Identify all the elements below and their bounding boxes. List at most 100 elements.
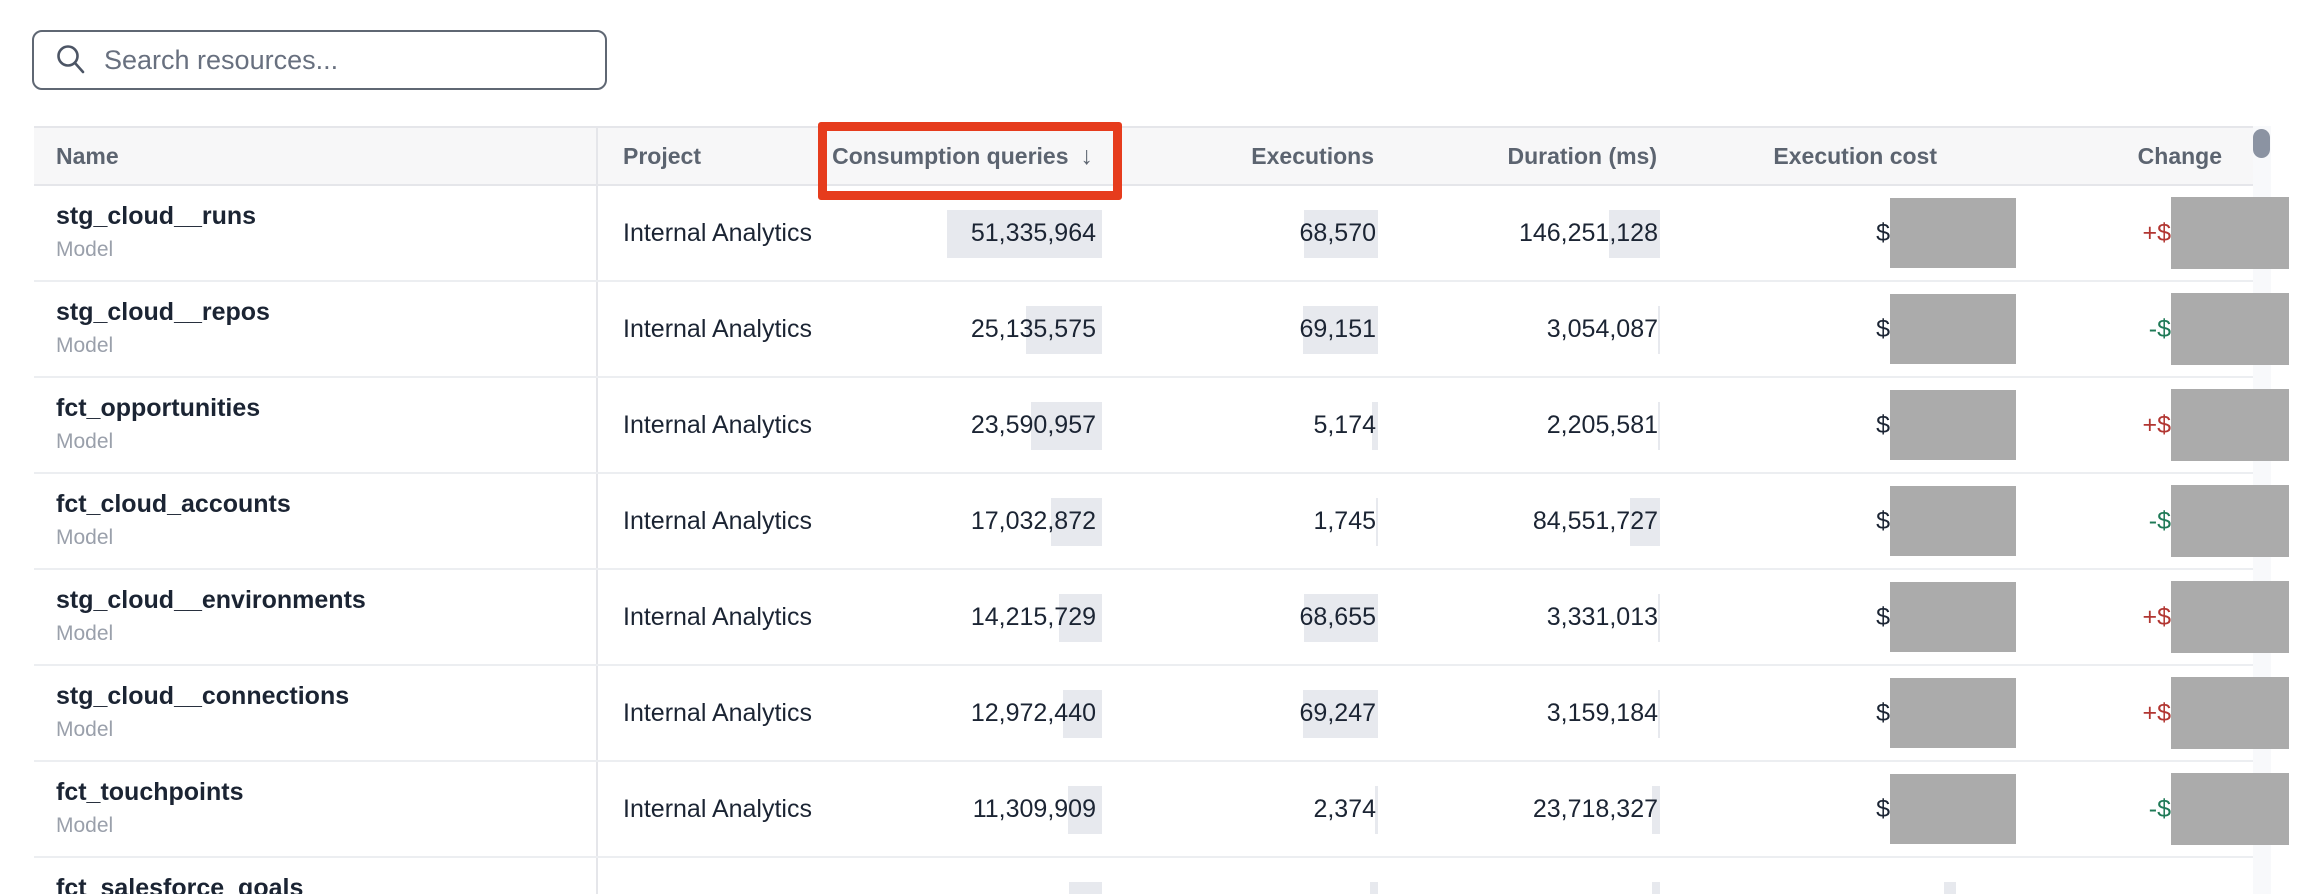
column-header-duration[interactable]: Duration (ms)	[1507, 142, 1658, 169]
resource-type: Model	[56, 238, 114, 261]
duration-cell: 23,718,327	[1378, 762, 1660, 856]
project-cell: Internal Analytics	[623, 506, 812, 535]
value-bar	[1372, 402, 1378, 450]
value-bar	[1304, 594, 1378, 642]
execution-cost-cell: $	[1660, 666, 2020, 760]
value-bar	[1658, 594, 1660, 642]
value-bar	[1658, 306, 1660, 354]
consumption-cell: 12,972,440	[830, 666, 1120, 760]
resource-name-cell[interactable]: stg_cloud__repos Model	[34, 282, 598, 376]
sort-descending-icon: ↓	[1080, 141, 1094, 170]
redacted-value-box	[2171, 197, 2289, 269]
project-cell: Internal Analytics	[623, 794, 812, 823]
consumption-cell: 14,215,729	[830, 570, 1120, 664]
resource-type: Model	[56, 526, 114, 549]
duration-cell: 2,205,581	[1378, 378, 1660, 472]
duration-cell: 3,054,087	[1378, 282, 1660, 376]
change-cell: -$	[2020, 762, 2289, 856]
resource-type: Model	[56, 622, 114, 645]
value-bar	[1051, 498, 1102, 546]
column-header-executions[interactable]: Executions	[1251, 142, 1374, 169]
value-bar	[1652, 786, 1660, 834]
redacted-value-box	[1890, 678, 2016, 748]
resource-name: fct_opportunities	[56, 394, 261, 422]
resource-name-cell[interactable]: fct_opportunities Model	[34, 378, 598, 472]
table-row[interactable]: fct_salesforce_goals	[34, 858, 2253, 894]
resource-name-cell[interactable]: fct_cloud_accounts Model	[34, 474, 598, 568]
value-bar	[1304, 210, 1378, 258]
search-box[interactable]	[32, 30, 607, 90]
search-input[interactable]	[104, 44, 595, 76]
value-bar	[1059, 594, 1102, 642]
project-cell: Internal Analytics	[623, 602, 812, 631]
resource-name: fct_salesforce_goals	[56, 874, 304, 894]
project-cell: Internal Analytics	[623, 410, 812, 439]
change-cell: -$	[2020, 282, 2289, 376]
redacted-value-box	[2171, 293, 2289, 365]
table-row[interactable]: stg_cloud__runs Model Internal Analytics…	[34, 186, 2289, 282]
resource-name-cell[interactable]: stg_cloud__environments Model	[34, 570, 598, 664]
project-cell: Internal Analytics	[623, 218, 812, 247]
resource-name-cell[interactable]: fct_salesforce_goals	[34, 858, 598, 894]
execution-cost-cell	[1660, 858, 2020, 894]
value-bar	[1658, 402, 1660, 450]
table-row[interactable]: stg_cloud__connections Model Internal An…	[34, 666, 2289, 762]
resources-table: Name Project Consumption queries ↓ Execu…	[34, 126, 2289, 894]
table-row[interactable]: fct_cloud_accounts Model Internal Analyt…	[34, 474, 2289, 570]
project-cell: Internal Analytics	[623, 698, 812, 727]
consumption-cell: 17,032,872	[830, 474, 1120, 568]
duration-cell	[1378, 858, 1660, 894]
execution-cost-cell: $	[1660, 186, 2020, 280]
redacted-value-box	[1890, 294, 2016, 364]
value-bar	[1303, 690, 1378, 738]
resource-name: stg_cloud__connections	[56, 682, 350, 710]
resource-name-cell[interactable]: stg_cloud__runs Model	[34, 186, 598, 280]
change-cell	[2020, 858, 2253, 894]
redacted-value-box	[2171, 485, 2289, 557]
value-bar	[1063, 690, 1102, 738]
execution-cost-cell: $	[1660, 282, 2020, 376]
consumption-cell: 11,309,909	[830, 762, 1120, 856]
column-header-change[interactable]: Change	[2137, 142, 2222, 169]
value-bar	[1068, 786, 1102, 834]
value-bar	[1069, 882, 1102, 894]
value-bar	[1944, 882, 1956, 894]
project-cell	[598, 858, 830, 894]
column-header-project[interactable]: Project	[623, 142, 701, 169]
execution-cost-cell: $	[1660, 474, 2020, 568]
column-header-consumption-queries[interactable]: Consumption queries ↓	[830, 128, 1120, 184]
execution-cost-cell: $	[1660, 378, 2020, 472]
change-cell: -$	[2020, 474, 2289, 568]
redacted-value-box	[2171, 581, 2289, 653]
column-header-name[interactable]: Name	[34, 128, 598, 184]
value-bar	[1031, 402, 1102, 450]
resource-type: Model	[56, 334, 114, 357]
table-row[interactable]: stg_cloud__repos Model Internal Analytic…	[34, 282, 2289, 378]
value-bar	[1658, 690, 1660, 738]
value-bar	[1375, 786, 1378, 834]
change-cell: +$	[2020, 666, 2289, 760]
value-bar	[1630, 498, 1660, 546]
executions-cell: 69,247	[1120, 666, 1378, 760]
column-header-consumption-label: Consumption queries	[832, 142, 1069, 169]
resource-name: stg_cloud__repos	[56, 298, 270, 326]
resource-type: Model	[56, 718, 114, 741]
execution-cost-cell: $	[1660, 570, 2020, 664]
search-icon	[57, 45, 85, 74]
redacted-value-box	[1890, 390, 2016, 460]
change-cell: +$	[2020, 378, 2289, 472]
table-row[interactable]: stg_cloud__environments Model Internal A…	[34, 570, 2289, 666]
column-header-execution-cost[interactable]: Execution cost	[1773, 142, 1937, 169]
executions-cell: 69,151	[1120, 282, 1378, 376]
execution-cost-cell: $	[1660, 762, 2020, 856]
redacted-value-box	[1890, 198, 2016, 268]
project-cell: Internal Analytics	[623, 314, 812, 343]
change-cell: +$	[2020, 570, 2289, 664]
resource-name-cell[interactable]: fct_touchpoints Model	[34, 762, 598, 856]
redacted-value-box	[2171, 389, 2289, 461]
resource-name-cell[interactable]: stg_cloud__connections Model	[34, 666, 598, 760]
table-row[interactable]: fct_opportunities Model Internal Analyti…	[34, 378, 2289, 474]
redacted-value-box	[2171, 773, 2289, 845]
table-row[interactable]: fct_touchpoints Model Internal Analytics…	[34, 762, 2289, 858]
scrollbar-thumb[interactable]	[2253, 129, 2270, 158]
